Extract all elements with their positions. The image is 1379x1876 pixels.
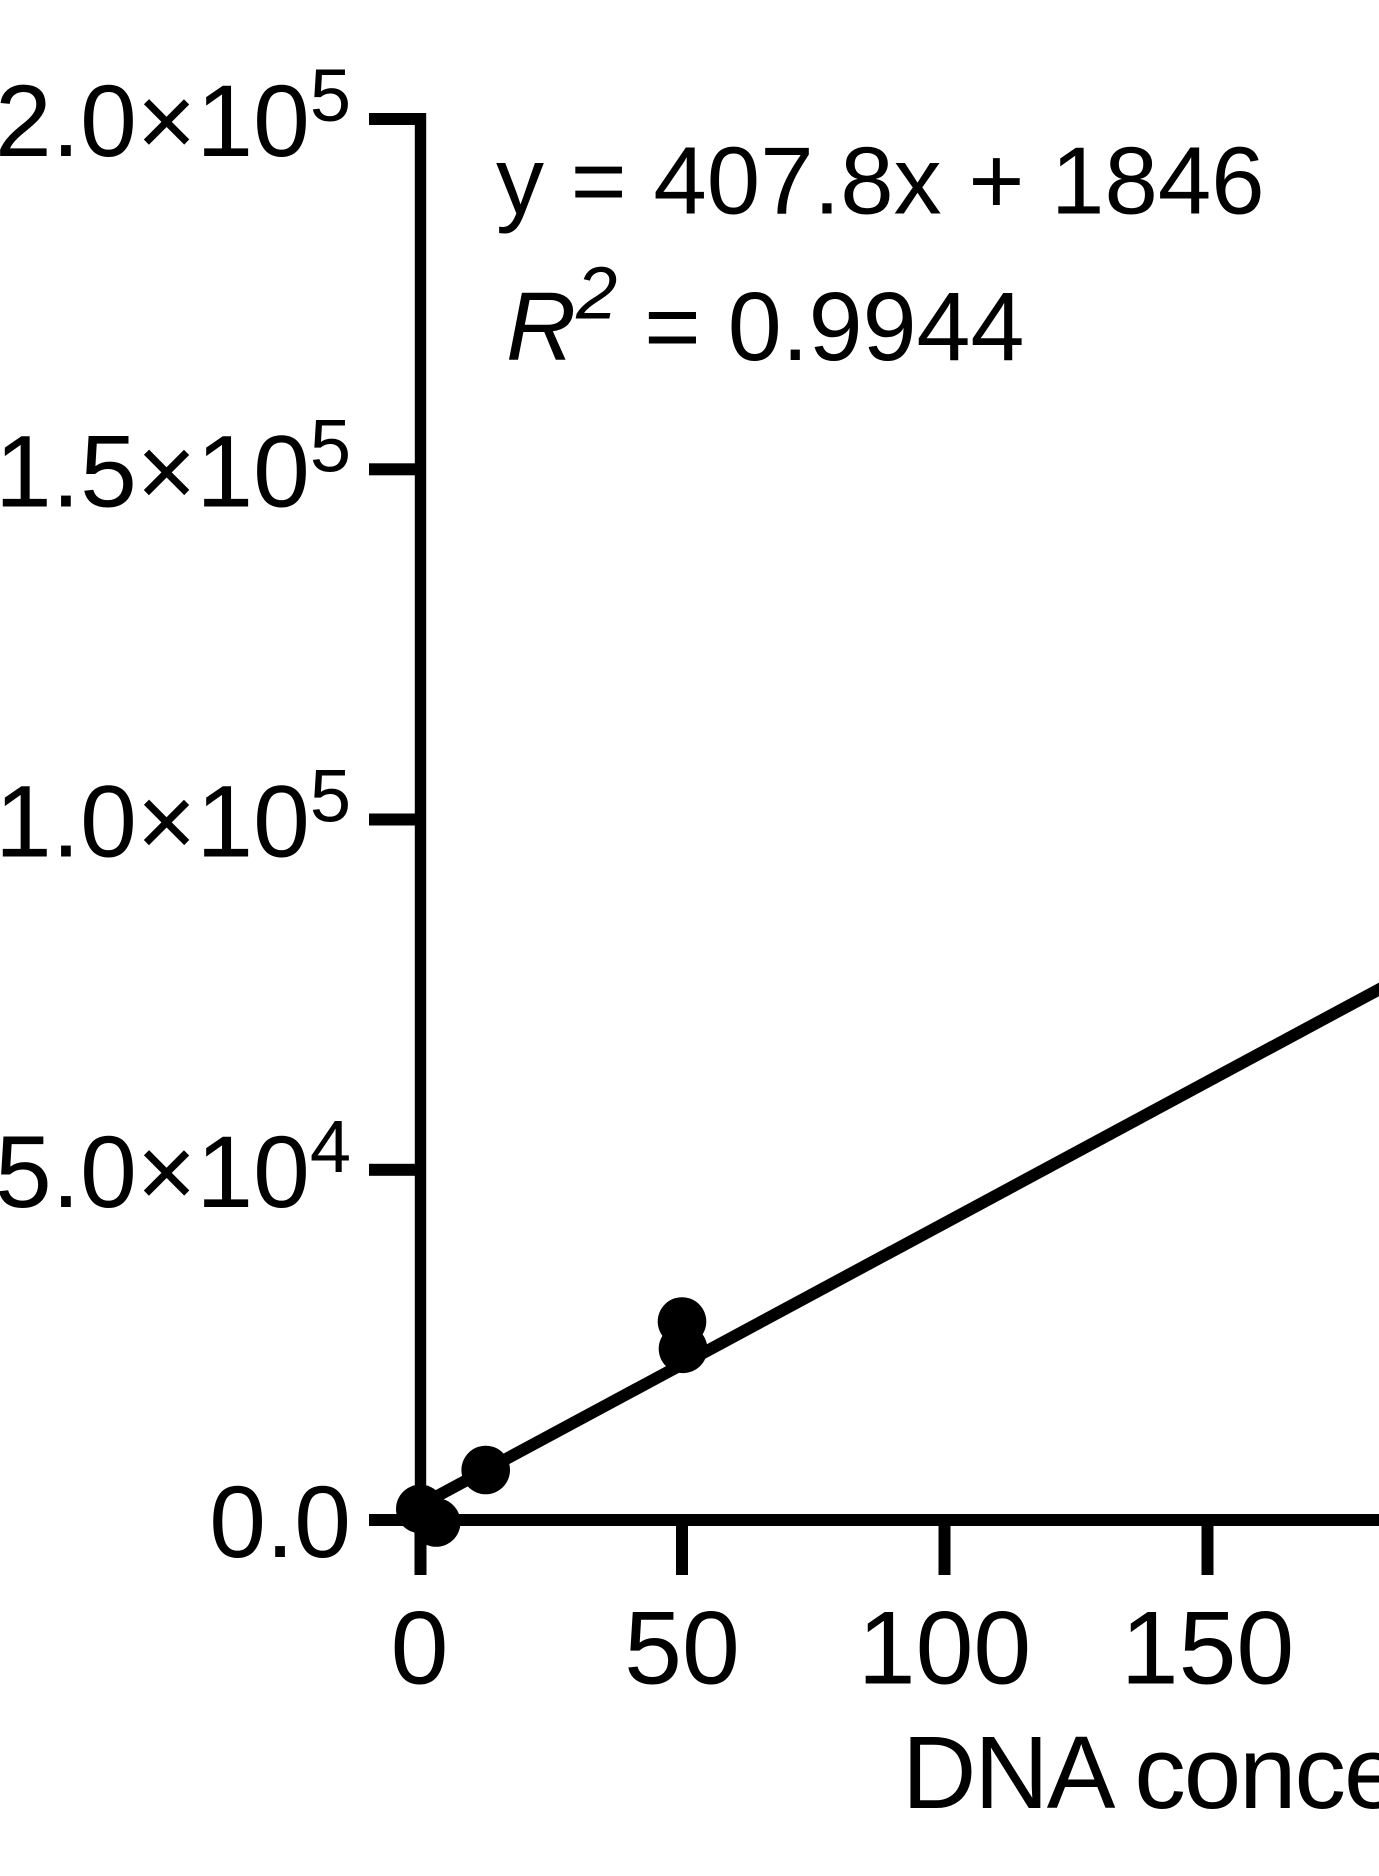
svg-text:1.0×105: 1.0×105 xyxy=(0,755,351,879)
svg-text:100: 100 xyxy=(858,1591,1032,1707)
svg-text:2.0×105: 2.0×105 xyxy=(0,54,351,178)
svg-text:150: 150 xyxy=(1121,1591,1295,1707)
svg-text:50: 50 xyxy=(624,1591,740,1707)
svg-text:0.0: 0.0 xyxy=(209,1465,351,1579)
svg-text:1.5×105: 1.5×105 xyxy=(0,404,351,528)
svg-text:R2 = 0.9944: R2 = 0.9944 xyxy=(506,252,1024,382)
svg-text:0: 0 xyxy=(391,1591,449,1707)
svg-text:y = 407.8x + 1846: y = 407.8x + 1846 xyxy=(496,128,1265,235)
svg-text:DNA concentration (ng/mL): DNA concentration (ng/mL) xyxy=(902,1715,1379,1830)
svg-text:5.0×104: 5.0×104 xyxy=(0,1105,351,1229)
